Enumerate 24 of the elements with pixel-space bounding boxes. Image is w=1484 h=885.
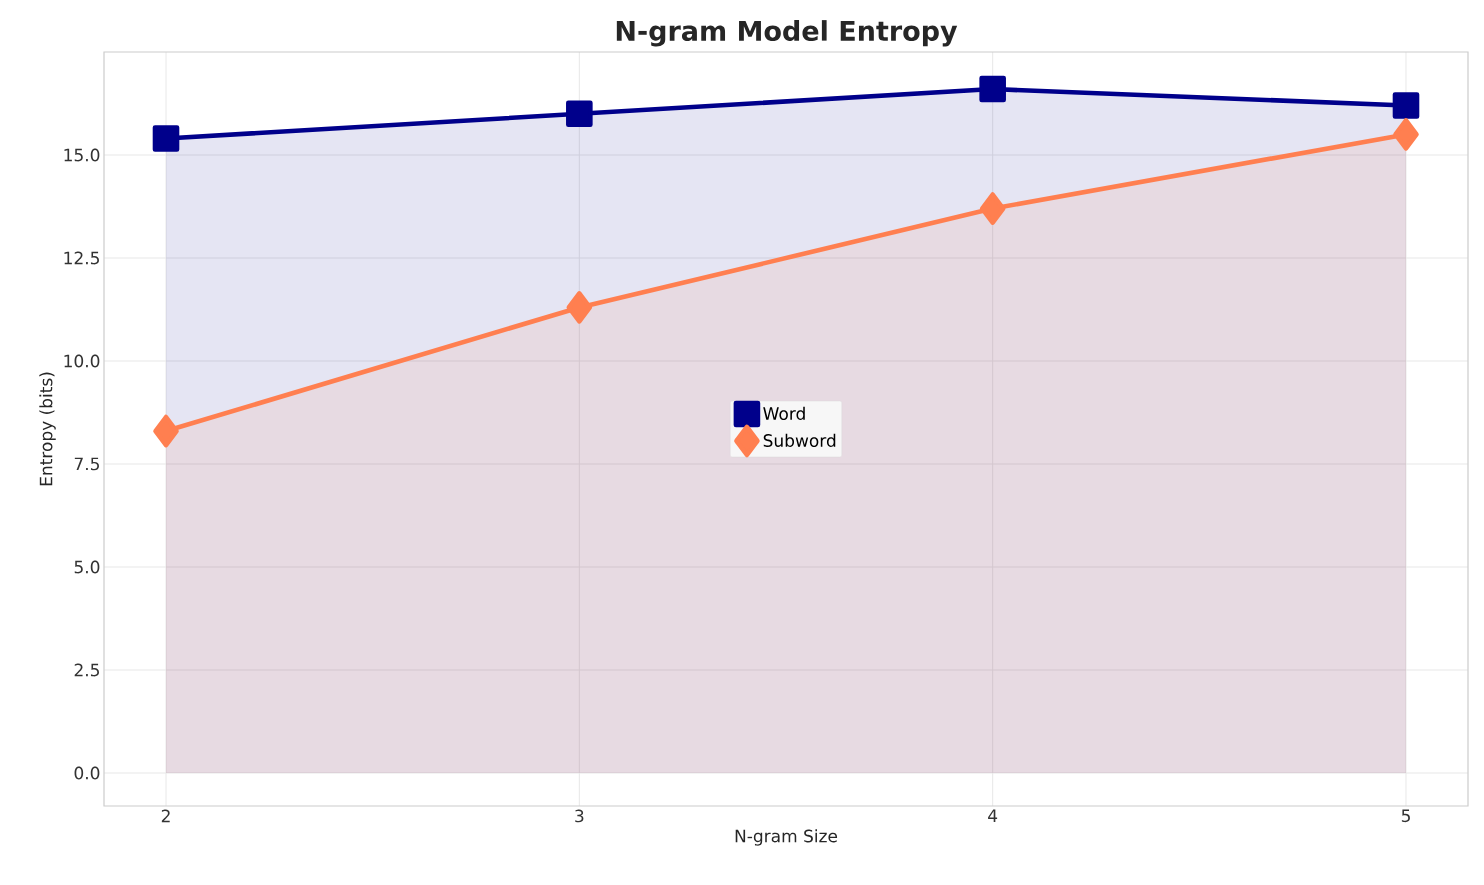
point bbox=[566, 100, 593, 128]
point bbox=[566, 291, 593, 324]
y-tick-label: 2.5 bbox=[74, 663, 99, 677]
chart-title: N-gram Model Entropy bbox=[616, 20, 958, 47]
x-axis-title: N-gram Size bbox=[735, 829, 838, 846]
point bbox=[153, 414, 179, 448]
y-tick-label: 15.0 bbox=[64, 148, 100, 162]
y-tick-label: 12.5 bbox=[64, 251, 99, 265]
y-tick-label: 5.0 bbox=[74, 560, 100, 574]
x-tick-label: 2 bbox=[161, 809, 170, 823]
legend-label: Word bbox=[763, 406, 805, 420]
y-tick-label: 10.0 bbox=[64, 354, 100, 368]
point bbox=[152, 125, 180, 152]
y-axis-title: Entropy (bits) bbox=[39, 372, 56, 486]
legend-label: Subword bbox=[763, 433, 836, 447]
point bbox=[979, 75, 1006, 103]
x-tick-label: 4 bbox=[988, 809, 998, 822]
y-tick-label: 7.5 bbox=[74, 457, 99, 471]
point bbox=[979, 192, 1006, 225]
point bbox=[1392, 92, 1420, 119]
point bbox=[1393, 118, 1419, 151]
y-tick-label: 0.0 bbox=[74, 766, 100, 780]
x-tick-label: 3 bbox=[575, 809, 584, 823]
x-tick-label: 5 bbox=[1401, 809, 1410, 823]
